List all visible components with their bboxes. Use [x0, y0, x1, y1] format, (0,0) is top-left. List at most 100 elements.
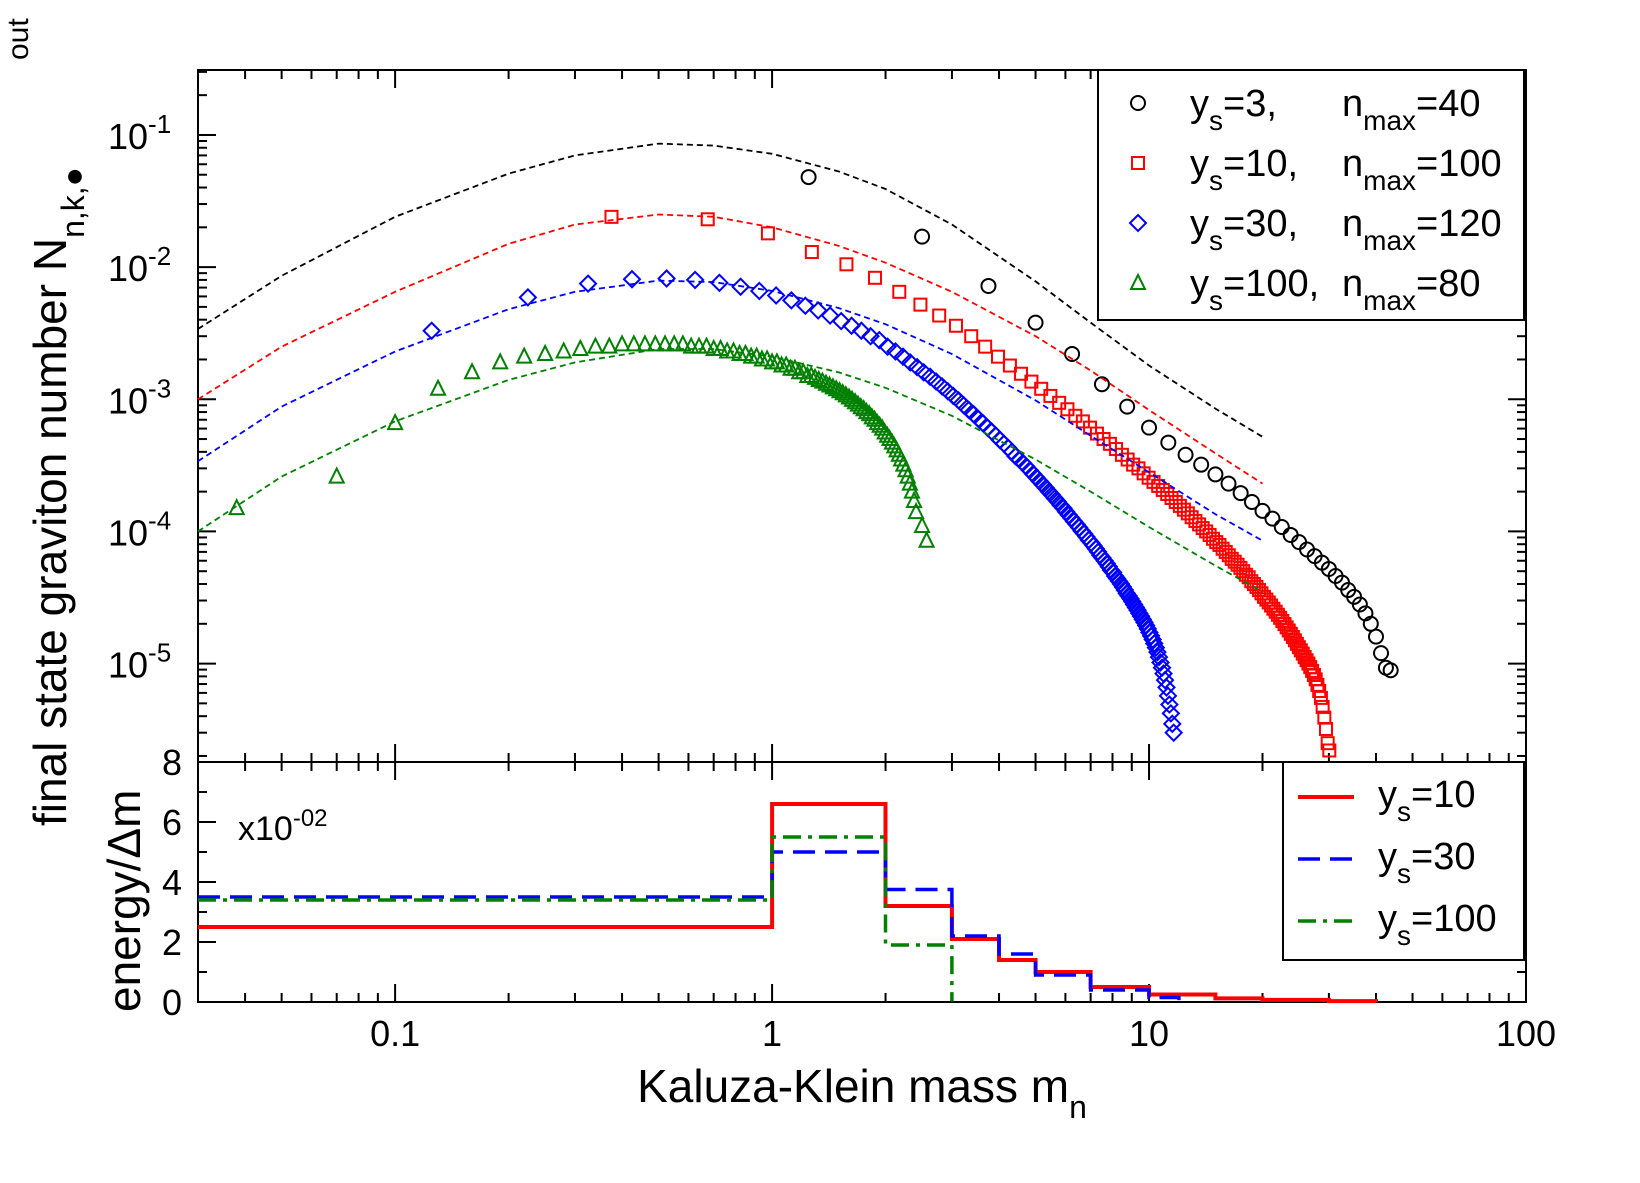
data-point — [463, 362, 481, 380]
legend-nmax-ys30: nmax=120 — [1342, 203, 1502, 256]
legend-entry-ys3: ys=3, — [1190, 83, 1277, 136]
data-point — [622, 269, 642, 289]
data-point — [586, 336, 605, 354]
data-point — [1373, 645, 1390, 662]
y-axis-label-top-subscript: n,k,● — [55, 167, 91, 238]
data-point — [429, 378, 447, 396]
data-point — [878, 337, 897, 357]
data-point — [842, 316, 861, 336]
data-point — [491, 352, 509, 370]
data-point — [1034, 381, 1049, 396]
data-point — [1160, 486, 1175, 501]
y-tick-label: 10-5 — [108, 638, 171, 686]
data-point — [839, 257, 854, 272]
data-point — [731, 277, 750, 297]
data-point — [781, 290, 801, 310]
legend-marker-ys30 — [1128, 213, 1148, 233]
x-tick-label: 10 — [1129, 1013, 1169, 1054]
series-curve-ys30 — [197, 279, 1263, 542]
data-point — [827, 379, 845, 397]
data-point — [907, 501, 925, 520]
histogram-ys30 — [198, 850, 1181, 1002]
data-point — [837, 385, 855, 403]
data-point — [817, 373, 835, 391]
data-point — [1172, 498, 1187, 513]
data-point — [1158, 686, 1178, 706]
data-point — [1119, 398, 1136, 415]
data-point — [613, 334, 631, 352]
data-point — [1232, 485, 1249, 502]
y-tick-label: 0 — [162, 982, 182, 1023]
data-point — [1164, 723, 1184, 743]
bottom-plot-data — [198, 802, 1378, 1004]
data-point — [1322, 743, 1337, 758]
x-tick-label: 1 — [762, 1013, 782, 1054]
data-point — [646, 334, 664, 352]
data-point — [851, 321, 871, 341]
data-point — [1147, 642, 1167, 662]
data-point — [808, 301, 828, 320]
data-point — [1306, 667, 1321, 682]
data-point — [1162, 714, 1182, 734]
data-point — [824, 377, 842, 395]
data-point — [1319, 721, 1334, 736]
series-points-ys30 — [422, 269, 1184, 743]
data-point — [386, 412, 404, 431]
y-axis-label-top: final state graviton number Nn,k,● — [24, 167, 91, 826]
data-point — [990, 349, 1005, 364]
data-point — [1264, 510, 1281, 527]
data-point — [555, 341, 573, 359]
data-point — [846, 391, 864, 410]
data-point — [1064, 346, 1081, 363]
data-point — [1313, 690, 1328, 705]
data-point — [869, 330, 889, 350]
data-point — [1180, 506, 1195, 521]
top-plot-data — [197, 142, 1399, 758]
y-tick-label: 10-3 — [108, 373, 171, 421]
data-point — [697, 336, 716, 354]
data-point — [685, 270, 705, 290]
data-point — [760, 226, 775, 241]
series-points-ys100 — [228, 334, 936, 548]
data-point — [794, 362, 812, 380]
multiplier-exponent: -02 — [293, 805, 328, 832]
legend-entry-ys100: ys=100 — [1378, 898, 1497, 951]
y-tick-label: 10-4 — [108, 505, 171, 553]
data-point — [806, 367, 824, 385]
data-point — [422, 321, 442, 341]
y-tick-label: 10-2 — [108, 241, 171, 289]
data-point — [1188, 513, 1203, 528]
data-point — [1273, 519, 1290, 536]
data-point — [1146, 638, 1166, 658]
data-point — [1161, 703, 1181, 723]
data-point — [1254, 502, 1271, 519]
data-point — [1192, 517, 1207, 532]
data-point — [893, 347, 913, 367]
data-point — [834, 383, 852, 401]
legend-entry-ys10: ys=10 — [1378, 774, 1475, 827]
multiplier-label: x10-02 — [238, 805, 328, 848]
tick-labels: 0.1 1 10 100 10-1 10-2 10-3 10-4 10-5 0 2 4 6 8 — [108, 109, 1556, 1054]
series-curve-ys10 — [197, 213, 1263, 485]
y-tick-label: 8 — [162, 742, 182, 783]
data-point — [899, 466, 917, 484]
data-point — [948, 318, 963, 333]
data-point — [830, 380, 849, 399]
data-point — [766, 286, 786, 305]
data-point — [886, 342, 905, 361]
x-tick-label: 100 — [1496, 1013, 1556, 1054]
legend-marker-ys100 — [1129, 272, 1147, 290]
data-point — [978, 339, 993, 354]
data-point — [800, 169, 817, 186]
data-point — [795, 296, 815, 316]
x-axis-label: Kaluza-Klein mass mn — [637, 1060, 1087, 1125]
data-point — [1155, 670, 1175, 690]
data-point — [1184, 510, 1199, 525]
series-curve-ys3 — [197, 142, 1263, 438]
data-point — [1382, 662, 1399, 679]
data-point — [515, 346, 533, 364]
legend-marker-ys3 — [1130, 95, 1146, 111]
x-tick-label: 0.1 — [370, 1013, 420, 1054]
data-point — [802, 365, 820, 383]
